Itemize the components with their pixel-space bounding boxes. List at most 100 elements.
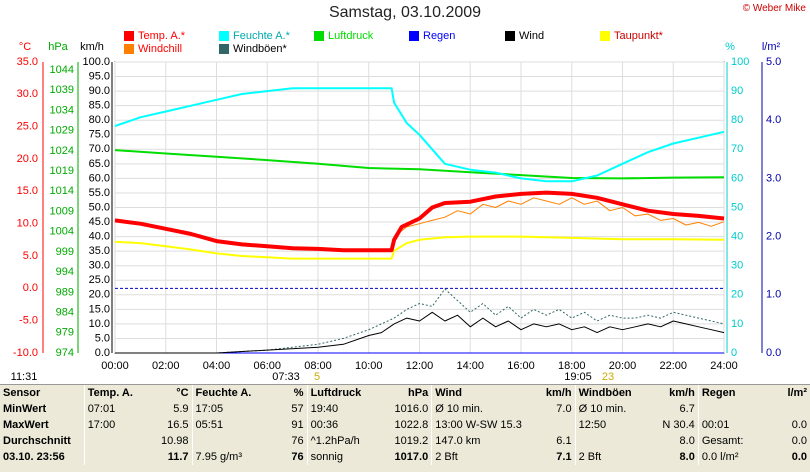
rain-tick-label: 2.0 <box>766 231 781 243</box>
x-tick-label: 20:00 <box>609 360 637 372</box>
x-tick-label: 24:00 <box>710 360 738 372</box>
table-cell: Feuchte A. <box>191 385 266 401</box>
sunset-mark: 23 <box>602 371 614 383</box>
pressure-tick-label: 1014 <box>50 185 74 197</box>
wind-tick-label: 50.0 <box>89 201 110 213</box>
table-cell: sonnig <box>306 449 374 465</box>
series-lines <box>114 87 725 354</box>
table-cell: 00:01 <box>697 417 768 433</box>
table-cell: Sensor <box>3 387 41 399</box>
x-tick-label: 10:00 <box>355 360 383 372</box>
series-feuchte-a <box>114 87 725 183</box>
table-cell: 5.9 <box>173 403 189 415</box>
table-row: MaxWert 17:00 16.5 05:51 91 00:36 1022.8 13:00 … <box>0 417 810 433</box>
table-cell <box>191 433 266 449</box>
table-cell: 7.1 <box>556 451 572 463</box>
table-cell: Ø 10 min. <box>574 401 639 417</box>
table-cell: Ø 10 min. <box>431 401 525 417</box>
table-cell: 0.0 <box>791 451 807 463</box>
table-cell: ^1.2hPa/h <box>306 433 374 449</box>
temp-tick-label: 15.0 <box>17 185 38 197</box>
tick-labels: °C hPa km/h% l/m² 35.0 30.0 25.0 20.0 15.0 10.0 5.… <box>11 41 782 383</box>
table-cell: hPa <box>408 387 429 399</box>
wind-tick-label: 30.0 <box>89 260 110 272</box>
legend-item: Temp. A.* <box>124 30 185 42</box>
pressure-tick-label: 1044 <box>50 64 74 76</box>
temp-tick-label: 5.0 <box>23 250 38 262</box>
temp-tick-label: -10.0 <box>13 347 38 359</box>
wind-tick-label: 90.0 <box>89 85 110 97</box>
series-wind <box>115 311 725 354</box>
table-row: 03.10. 23:56 11.7 7.95 g/m³ 76 sonnig 1017.0 2… <box>0 449 810 465</box>
table-cell: 05:51 <box>191 417 266 433</box>
table-cell: Temp. A. <box>83 385 142 401</box>
wind-tick-label: 10.0 <box>89 318 110 330</box>
table-cell: 76 <box>291 451 304 463</box>
table-cell: 16.5 <box>167 419 189 431</box>
wind-tick-label: 65.0 <box>89 158 110 170</box>
legend-item: Windchill <box>124 43 182 55</box>
pressure-tick-label: 1004 <box>50 226 74 238</box>
sunset-label: 19:05 <box>564 371 592 383</box>
wind-tick-label: 55.0 <box>89 187 110 199</box>
weather-chart: °C hPa km/h% l/m² 35.0 30.0 25.0 20.0 15.0 10.0 5.… <box>11 41 782 383</box>
temp-unit-label: °C <box>19 41 31 53</box>
legend-swatch <box>600 31 610 41</box>
legend-label: Wind <box>519 30 545 42</box>
wind-tick-label: 80.0 <box>89 114 110 126</box>
humidity-tick-label: 40 <box>731 231 743 243</box>
humidity-tick-label: 50 <box>731 201 743 213</box>
table-cell: km/h <box>545 387 572 399</box>
table-cell: 07:01 <box>83 401 142 417</box>
x-tick-label: 22:00 <box>659 360 687 372</box>
wind-tick-label: 75.0 <box>89 129 110 141</box>
pressure-unit-label: hPa <box>48 41 68 53</box>
wind-tick-label: 60.0 <box>89 172 110 184</box>
legend-swatch <box>314 31 324 41</box>
bottom-left-time: 11:31 <box>11 371 38 383</box>
humidity-tick-label: 100 <box>731 56 749 68</box>
wind-tick-label: 15.0 <box>89 303 110 315</box>
table-cell: 10.98 <box>161 435 189 447</box>
temp-tick-label: 10.0 <box>17 218 38 230</box>
pressure-tick-label: 979 <box>56 327 74 339</box>
legend-swatch <box>219 44 229 54</box>
table-cell: Wind <box>431 385 525 401</box>
table-cell: °C <box>176 387 189 399</box>
table-cell: 11.7 <box>167 451 189 463</box>
x-tick-label: 18:00 <box>558 360 586 372</box>
x-tick-label: 16:00 <box>507 360 535 372</box>
series-luftdruck <box>114 149 725 180</box>
wind-tick-label: 0.0 <box>95 347 110 359</box>
table-cell: Durchschnitt <box>3 435 71 447</box>
temp-tick-label: 30.0 <box>17 88 38 100</box>
legend-swatch <box>505 31 515 41</box>
x-tick-label: 06:00 <box>253 360 281 372</box>
pressure-tick-label: 1034 <box>50 104 74 116</box>
temp-tick-label: 20.0 <box>17 153 38 165</box>
pressure-tick-label: 1019 <box>50 165 74 177</box>
legend-item: Wind <box>505 30 544 42</box>
x-tick-label: 00:00 <box>101 360 129 372</box>
x-tick-label: 02:00 <box>152 360 180 372</box>
humidity-tick-label: 30 <box>731 260 743 272</box>
wind-tick-label: 45.0 <box>89 216 110 228</box>
axes <box>42 62 763 353</box>
table-cell <box>83 449 142 465</box>
humidity-tick-label: 70 <box>731 143 743 155</box>
rain-unit-label: l/m² <box>762 41 781 53</box>
chart-title: Samstag, 03.10.2009 <box>328 4 482 21</box>
wind-tick-label: 5.0 <box>95 332 110 344</box>
legend-label: Taupunkt* <box>614 30 663 42</box>
x-tick-label: 04:00 <box>203 360 231 372</box>
table-cell: MaxWert <box>3 419 49 431</box>
table-cell: 8.0 <box>679 435 695 447</box>
sunrise-mark: 5 <box>314 371 320 383</box>
table-cell <box>697 401 768 417</box>
table-cell: 1017.0 <box>394 451 429 463</box>
table-cell: Regen <box>697 385 768 401</box>
sunrise-label: 07:33 <box>272 371 300 383</box>
wind-unit-label: km/h <box>80 41 104 53</box>
wind-tick-label: 25.0 <box>89 274 110 286</box>
rain-tick-label: 5.0 <box>766 56 781 68</box>
